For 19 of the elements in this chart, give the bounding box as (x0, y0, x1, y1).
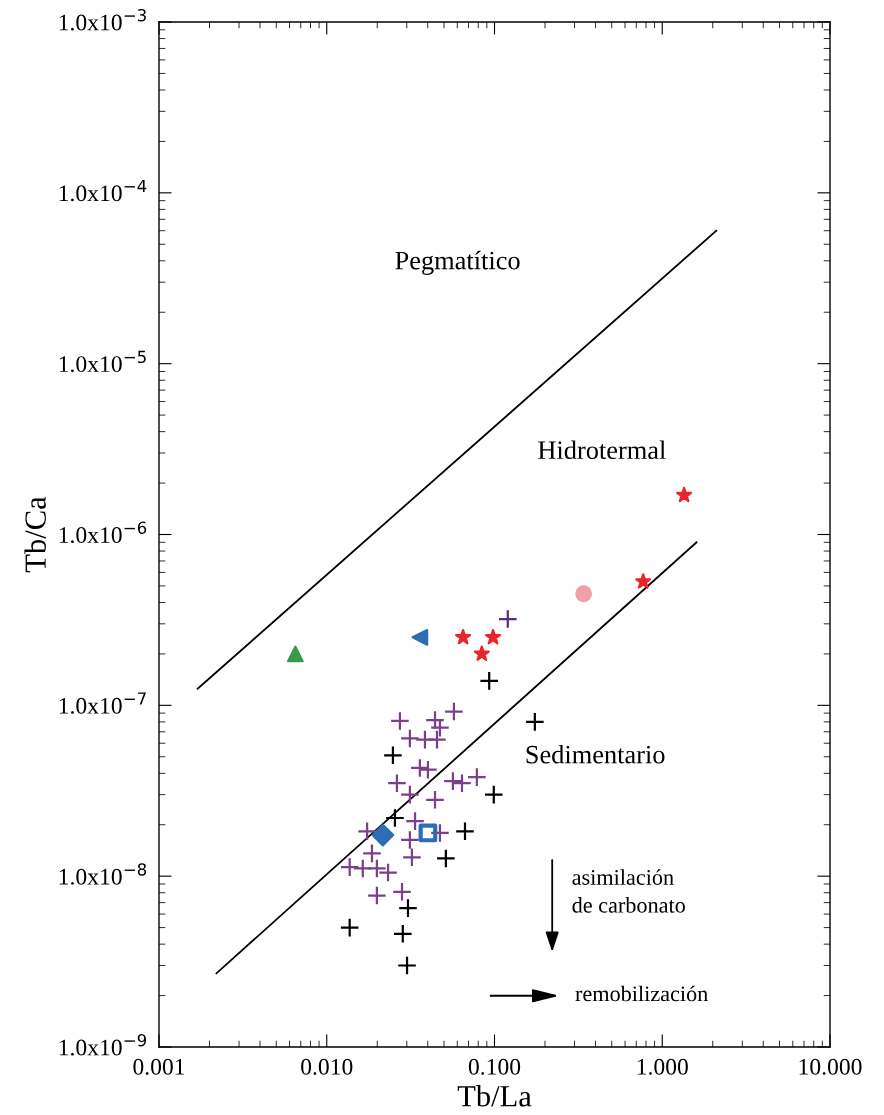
x-tick-label: 10.000 (799, 1058, 862, 1075)
y-tick-label: 1.0x10$^{−9}$ (59, 1033, 147, 1056)
annotation: Sedimentario (526, 744, 665, 764)
annotation: Hidrotermal (538, 440, 666, 460)
y-tick-label: 1.0x10$^{−5}$ (59, 350, 146, 373)
y-axis-title: Tb/Ca (24, 496, 46, 573)
y-tick-label: 1.0x10$^{−3}$ (59, 8, 146, 31)
y-tick-label: 1.0x10$^{−8}$ (59, 863, 147, 885)
y-tick-label: 1.0x10$^{−4}$ (59, 179, 147, 202)
x-tick-label: 0.100 (468, 1058, 521, 1075)
annotation: asimilación de carbonato (572, 869, 685, 913)
y-tick-label: 1.0x10$^{−6}$ (59, 521, 147, 544)
x-axis-title: Tb/La (457, 1085, 532, 1107)
annotation: remobilización (575, 985, 708, 1002)
x-tick-label: 0.001 (133, 1058, 185, 1075)
y-tick-label: 1.0x10$^{−7}$ (59, 692, 146, 714)
x-tick-label: 0.010 (301, 1058, 353, 1075)
x-tick-label: 1.000 (637, 1058, 688, 1075)
annotation: Pegmatítico (395, 250, 520, 275)
